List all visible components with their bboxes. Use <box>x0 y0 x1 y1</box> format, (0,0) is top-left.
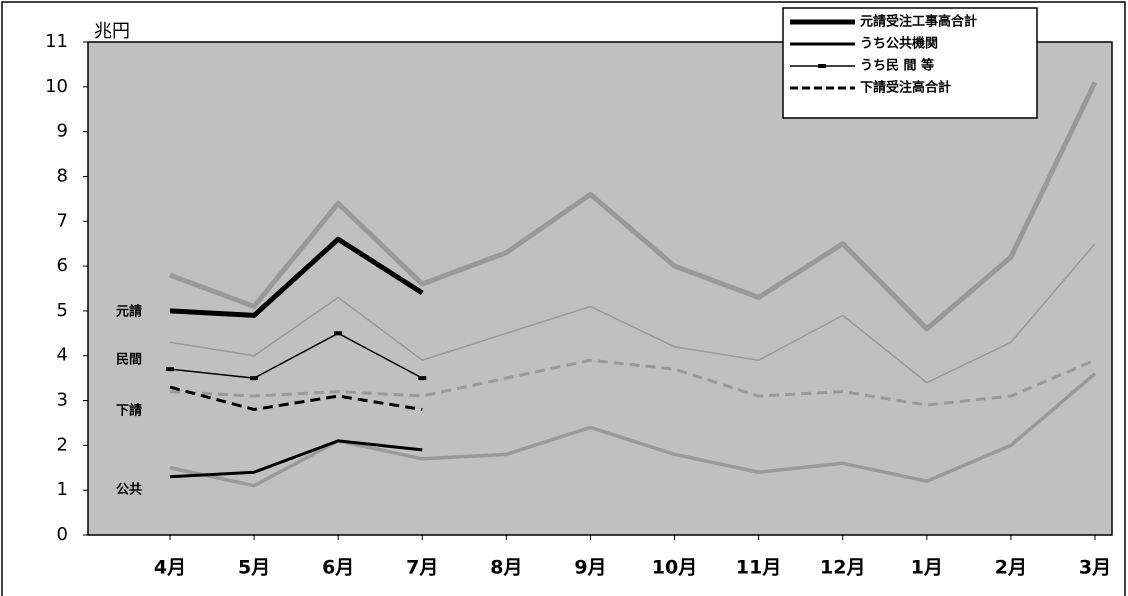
x-tick-label: 9月 <box>574 557 606 579</box>
y-tick-label: 0 <box>57 524 68 545</box>
legend-label: 下請受注高合計 <box>860 80 951 96</box>
annotation: 下請 <box>116 403 142 419</box>
series-line <box>169 372 1097 488</box>
y-tick-label: 8 <box>57 165 68 186</box>
series-line <box>169 439 423 479</box>
marker <box>418 376 427 381</box>
plot-area <box>87 41 1113 536</box>
x-tick-label: 6月 <box>322 557 354 579</box>
x-tick-label: 4月 <box>154 557 186 579</box>
x-tick-label: 2月 <box>995 557 1027 579</box>
series-line <box>169 243 1096 384</box>
annotation: 公共 <box>116 482 142 498</box>
legend-label: 元請受注工事高合計 <box>860 14 977 30</box>
y-tick-label: 10 <box>45 76 68 97</box>
x-tick-label: 5月 <box>238 557 270 579</box>
y-tick-label: 7 <box>57 210 68 231</box>
y-tick-label: 1 <box>57 479 68 500</box>
x-tick-label: 10月 <box>652 557 697 579</box>
series-line <box>169 81 1098 332</box>
x-tick-label: 8月 <box>490 557 522 579</box>
annotation: 民間 <box>116 353 142 368</box>
y-tick-label: 5 <box>57 300 68 321</box>
x-tick-label: 12月 <box>820 557 865 579</box>
series-line <box>169 236 424 318</box>
legend-box <box>782 7 1038 119</box>
marker <box>166 367 174 372</box>
x-tick-label: 3月 <box>1079 557 1111 579</box>
y-tick-label: 9 <box>57 121 68 142</box>
y-tick-label: 11 <box>45 31 68 52</box>
y-tick-label: 2 <box>57 434 68 455</box>
y-tick-label: 3 <box>57 390 68 411</box>
annotation: 元請 <box>116 304 142 320</box>
marker <box>334 331 343 336</box>
unit-label: 兆円 <box>94 21 130 42</box>
legend-label: うち公共機関 <box>860 36 938 52</box>
series-line <box>169 358 1096 407</box>
series-line <box>169 385 423 412</box>
x-tick-label: 11月 <box>736 557 781 579</box>
series-line <box>169 332 423 379</box>
x-tick-label: 1月 <box>911 557 943 579</box>
x-tick-label: 7月 <box>406 557 438 579</box>
marker <box>250 376 259 381</box>
y-tick-label: 6 <box>57 255 68 276</box>
legend-label: うち民 間 等 <box>860 58 934 74</box>
legend-marker <box>818 64 826 68</box>
y-tick-label: 4 <box>57 345 68 366</box>
